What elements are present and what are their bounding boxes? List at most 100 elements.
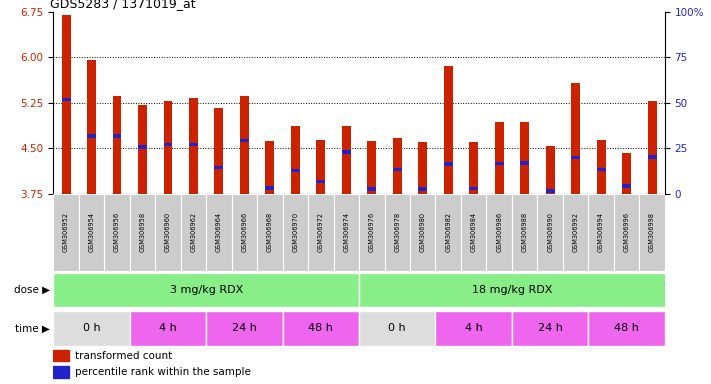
Bar	[520, 161, 529, 165]
FancyBboxPatch shape	[53, 273, 359, 307]
Text: 0 h: 0 h	[388, 323, 406, 333]
Text: GSM306994: GSM306994	[598, 212, 604, 252]
Text: GSM306968: GSM306968	[267, 212, 273, 252]
Bar	[622, 184, 631, 188]
FancyBboxPatch shape	[308, 194, 333, 271]
FancyBboxPatch shape	[435, 311, 512, 346]
Text: 24 h: 24 h	[538, 323, 562, 333]
Text: 24 h: 24 h	[232, 323, 257, 333]
Text: GSM306962: GSM306962	[191, 212, 196, 252]
Bar	[368, 187, 376, 191]
Text: time ▶: time ▶	[15, 323, 50, 333]
FancyBboxPatch shape	[206, 194, 232, 271]
FancyBboxPatch shape	[589, 194, 614, 271]
Bar	[215, 166, 223, 169]
Bar	[291, 169, 300, 172]
Text: transformed count: transformed count	[75, 351, 172, 361]
Text: GSM306954: GSM306954	[89, 212, 95, 252]
FancyBboxPatch shape	[435, 194, 461, 271]
FancyBboxPatch shape	[232, 194, 257, 271]
Text: GSM306982: GSM306982	[445, 212, 451, 252]
Bar	[342, 150, 351, 154]
FancyBboxPatch shape	[105, 194, 129, 271]
Text: dose ▶: dose ▶	[14, 285, 50, 295]
FancyBboxPatch shape	[155, 194, 181, 271]
FancyBboxPatch shape	[410, 194, 435, 271]
Text: GSM306988: GSM306988	[522, 212, 528, 252]
Text: GSM306966: GSM306966	[242, 212, 247, 252]
FancyBboxPatch shape	[385, 194, 410, 271]
Bar	[240, 96, 249, 194]
Text: GSM306964: GSM306964	[216, 212, 222, 252]
FancyBboxPatch shape	[512, 194, 538, 271]
FancyBboxPatch shape	[512, 311, 589, 346]
Text: GSM306996: GSM306996	[624, 212, 629, 252]
Text: GSM306960: GSM306960	[165, 212, 171, 252]
Bar	[648, 155, 656, 159]
FancyBboxPatch shape	[639, 194, 665, 271]
Bar	[87, 60, 96, 194]
Bar	[164, 101, 173, 194]
Text: 48 h: 48 h	[614, 323, 639, 333]
Text: 4 h: 4 h	[465, 323, 483, 333]
Bar	[189, 143, 198, 146]
Bar	[648, 101, 656, 194]
Bar	[545, 146, 555, 194]
Bar	[138, 104, 147, 194]
Text: GSM306990: GSM306990	[547, 212, 553, 252]
Bar	[418, 142, 427, 194]
Bar	[240, 139, 249, 142]
Text: 48 h: 48 h	[309, 323, 333, 333]
Bar	[469, 142, 479, 194]
Text: GSM306956: GSM306956	[114, 212, 120, 252]
Bar	[189, 98, 198, 194]
Text: GDS5283 / 1371019_at: GDS5283 / 1371019_at	[50, 0, 196, 10]
Bar	[571, 83, 580, 194]
Bar	[164, 143, 173, 146]
FancyBboxPatch shape	[53, 194, 79, 271]
Bar	[392, 138, 402, 194]
Text: 0 h: 0 h	[82, 323, 100, 333]
FancyBboxPatch shape	[359, 311, 435, 346]
FancyBboxPatch shape	[257, 194, 283, 271]
Bar	[495, 122, 503, 194]
Text: GSM306992: GSM306992	[572, 212, 579, 252]
Bar	[112, 96, 122, 194]
Bar	[316, 180, 326, 184]
Bar	[597, 168, 606, 171]
Text: GSM306998: GSM306998	[649, 212, 655, 252]
FancyBboxPatch shape	[589, 311, 665, 346]
Text: percentile rank within the sample: percentile rank within the sample	[75, 367, 250, 377]
Bar	[392, 168, 402, 171]
Text: GSM306984: GSM306984	[471, 212, 476, 252]
Bar	[469, 187, 479, 190]
Text: 3 mg/kg RDX: 3 mg/kg RDX	[169, 285, 243, 295]
Bar	[444, 66, 453, 194]
Text: GSM306974: GSM306974	[343, 212, 349, 252]
Text: GSM306986: GSM306986	[496, 212, 502, 252]
FancyBboxPatch shape	[283, 194, 308, 271]
FancyBboxPatch shape	[461, 194, 486, 271]
FancyBboxPatch shape	[53, 311, 129, 346]
Bar	[342, 126, 351, 194]
Bar	[62, 98, 70, 101]
FancyBboxPatch shape	[614, 194, 639, 271]
FancyBboxPatch shape	[486, 194, 512, 271]
Text: GSM306976: GSM306976	[369, 212, 375, 252]
Text: GSM306980: GSM306980	[419, 212, 426, 252]
Text: 18 mg/kg RDX: 18 mg/kg RDX	[471, 285, 552, 295]
Bar	[368, 141, 376, 194]
Bar	[112, 134, 122, 138]
Bar	[62, 15, 70, 194]
Text: GSM306972: GSM306972	[318, 212, 324, 252]
FancyBboxPatch shape	[129, 311, 206, 346]
FancyBboxPatch shape	[359, 194, 385, 271]
FancyBboxPatch shape	[283, 311, 359, 346]
Bar	[87, 134, 96, 138]
FancyBboxPatch shape	[538, 194, 563, 271]
FancyBboxPatch shape	[79, 194, 105, 271]
Bar	[597, 141, 606, 194]
Bar	[265, 141, 274, 194]
Bar	[291, 126, 300, 194]
FancyBboxPatch shape	[333, 194, 359, 271]
